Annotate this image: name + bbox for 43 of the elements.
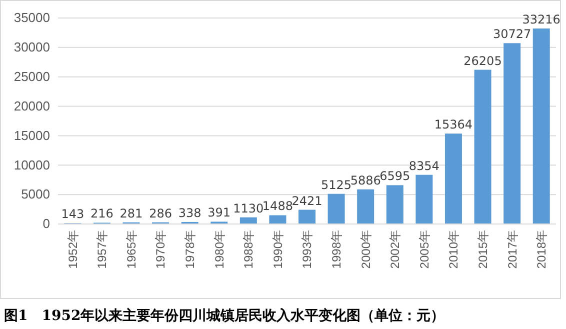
data-label: 216 [90, 206, 114, 221]
data-label: 2421 [292, 194, 322, 208]
data-label: 391 [208, 206, 231, 220]
y-tick-label: 15000 [14, 128, 50, 143]
data-label: 1488 [262, 199, 293, 214]
y-tick-label: 25000 [14, 69, 50, 84]
x-tick-label: 1980年 [212, 230, 226, 269]
data-label: 281 [120, 206, 143, 220]
x-tick-label: 1978年 [183, 230, 198, 269]
data-label: 6595 [380, 169, 410, 184]
y-tick-label: 30000 [14, 40, 50, 55]
data-label: 8354 [408, 158, 440, 173]
x-tick-label: 2018年 [534, 230, 549, 269]
x-tick-label: 1952年 [66, 230, 80, 269]
data-label: 15364 [434, 118, 473, 132]
data-label: 286 [149, 206, 172, 220]
x-tick-label: 1988年 [242, 230, 256, 269]
data-label: 5125 [321, 178, 352, 192]
x-tick-label: 1965年 [124, 230, 138, 269]
data-label: 5886 [350, 173, 381, 188]
y-tick-label: 35000 [14, 10, 50, 26]
data-label: 143 [61, 207, 84, 222]
x-tick-label: 1998年 [329, 230, 344, 269]
x-tick-label: 1990年 [270, 230, 285, 269]
data-label: 338 [178, 206, 202, 220]
data-label: 33216 [522, 12, 560, 26]
data-label: 26205 [464, 54, 502, 68]
y-tick-label: 20000 [14, 98, 50, 114]
x-tick-label: 1970年 [154, 230, 168, 269]
x-tick-label: 2005年 [417, 230, 432, 269]
y-tick-label: 0 [42, 216, 50, 232]
data-label: 30727 [492, 27, 532, 42]
data-label: 1130 [233, 201, 264, 216]
x-tick-label: 2010年 [446, 230, 461, 269]
x-tick-label: 2017年 [505, 230, 520, 269]
x-tick-label: 2002年 [388, 230, 402, 269]
x-tick-label: 1993年 [300, 230, 314, 269]
x-tick-label: 2015年 [476, 230, 490, 269]
x-tick-label: 1957年 [95, 230, 110, 269]
text: 图1 1952年以来主要年份四川城镇居民收入水平变化图（单位：元） [4, 307, 445, 324]
x-tick-label: 2000年 [358, 230, 373, 269]
y-tick-label: 5000 [21, 186, 50, 202]
y-tick-label: 10000 [14, 157, 50, 172]
